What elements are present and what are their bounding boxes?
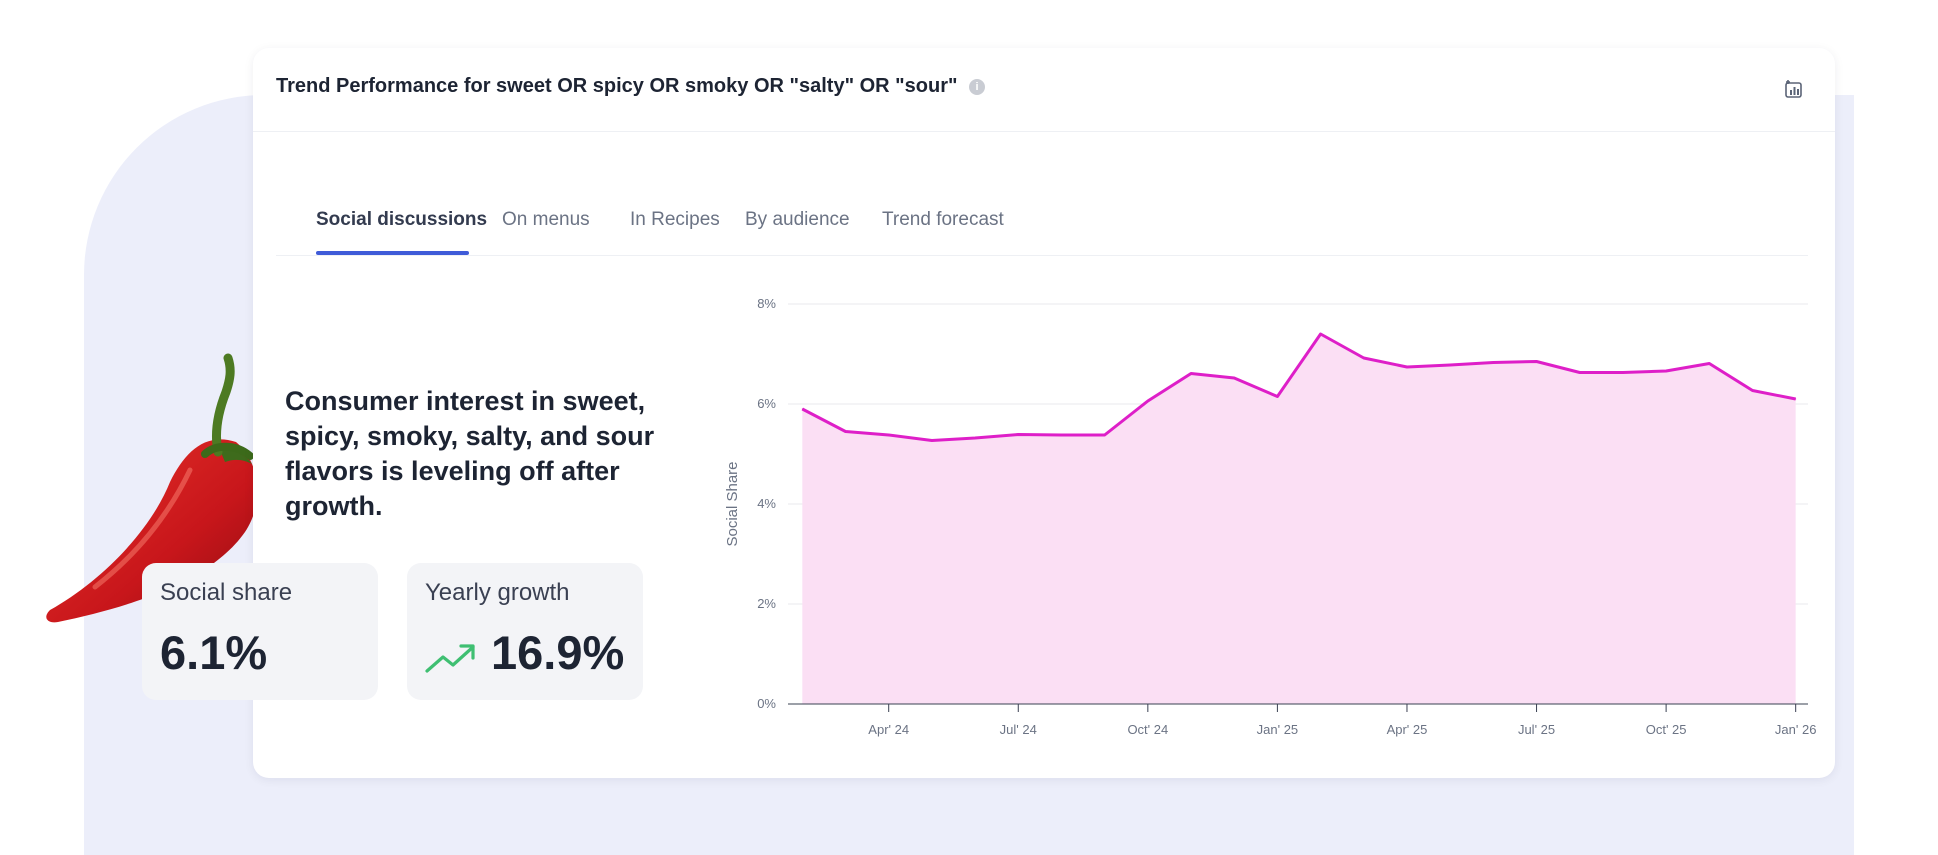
tab-in-recipes[interactable]: In Recipes [630,209,720,230]
tab-by-audience[interactable]: By audience [745,209,850,230]
card-title: Trend Performance for sweet OR spicy OR … [276,75,958,97]
x-tick-label: Oct' 25 [1646,722,1687,737]
data-point [1579,372,1581,373]
data-point [1622,372,1624,373]
data-point [845,431,847,432]
series-area [802,334,1796,704]
tab-on-menus[interactable]: On menus [502,209,590,230]
y-tick-label: 2% [757,596,776,611]
y-tick-label: 6% [757,396,776,411]
data-point [1665,370,1667,372]
y-tick-label: 4% [757,496,776,511]
data-point [1363,357,1365,359]
insight-headline: Consumer interest in sweet, spicy, smoky… [285,386,655,521]
data-point [1751,390,1753,391]
data-point [931,440,933,441]
social-share-value: 6.1% [160,626,268,679]
data-point [1190,373,1192,374]
card-header: Trend Performance for sweet OR spicy OR … [253,48,1835,132]
data-point [1708,363,1710,364]
data-point [974,437,976,439]
info-icon[interactable]: i [969,79,985,95]
y-axis-label: Social Share [724,461,741,546]
x-tick-label: Jul' 25 [1518,722,1555,737]
series-line [801,332,1796,442]
data-point [1795,398,1797,400]
trend-up-icon [425,644,475,673]
social-share-chart: 0% 2% 4% 6% 8% Apr' 24 Jul' 24 Oct' 24 Jan' 25 Ap… [724,296,1817,737]
data-point [1233,377,1235,379]
data-point [801,408,803,410]
x-tick-label: Jan' 25 [1257,722,1299,737]
social-share-label: Social share [160,579,293,606]
data-point [1406,366,1408,368]
data-point [1017,434,1019,435]
x-tick-label: Oct' 24 [1127,722,1168,737]
y-tick-label: 0% [757,696,776,711]
data-point [1536,361,1538,362]
y-tick-label: 8% [757,296,776,311]
tab-trend-forecast[interactable]: Trend forecast [882,209,1004,230]
x-tick-label: Apr' 24 [868,722,909,737]
data-point [1492,362,1494,363]
data-point [1147,400,1149,402]
data-point [1449,364,1451,366]
chart-export-icon[interactable] [1783,78,1805,100]
chili-pepper-image [46,353,258,623]
data-point [1320,333,1322,335]
data-point [1276,396,1278,397]
active-tab-indicator [316,251,469,255]
data-point [888,434,890,436]
social-share-stat: Social share 6.1% [142,563,378,700]
data-point [1104,434,1106,436]
x-tick-label: Apr' 25 [1387,722,1428,737]
yearly-growth-stat: Yearly growth 16.9% [407,563,643,700]
tab-social-discussions[interactable]: Social discussions [316,209,488,230]
tab-bar: Social discussions On menus In Recipes B… [276,132,1808,256]
yearly-growth-label: Yearly growth [425,579,570,606]
yearly-growth-value: 16.9% [491,626,625,679]
x-tick-label: Jul' 24 [1000,722,1037,737]
x-tick-label: Jan' 26 [1775,722,1817,737]
data-point [1060,434,1062,436]
